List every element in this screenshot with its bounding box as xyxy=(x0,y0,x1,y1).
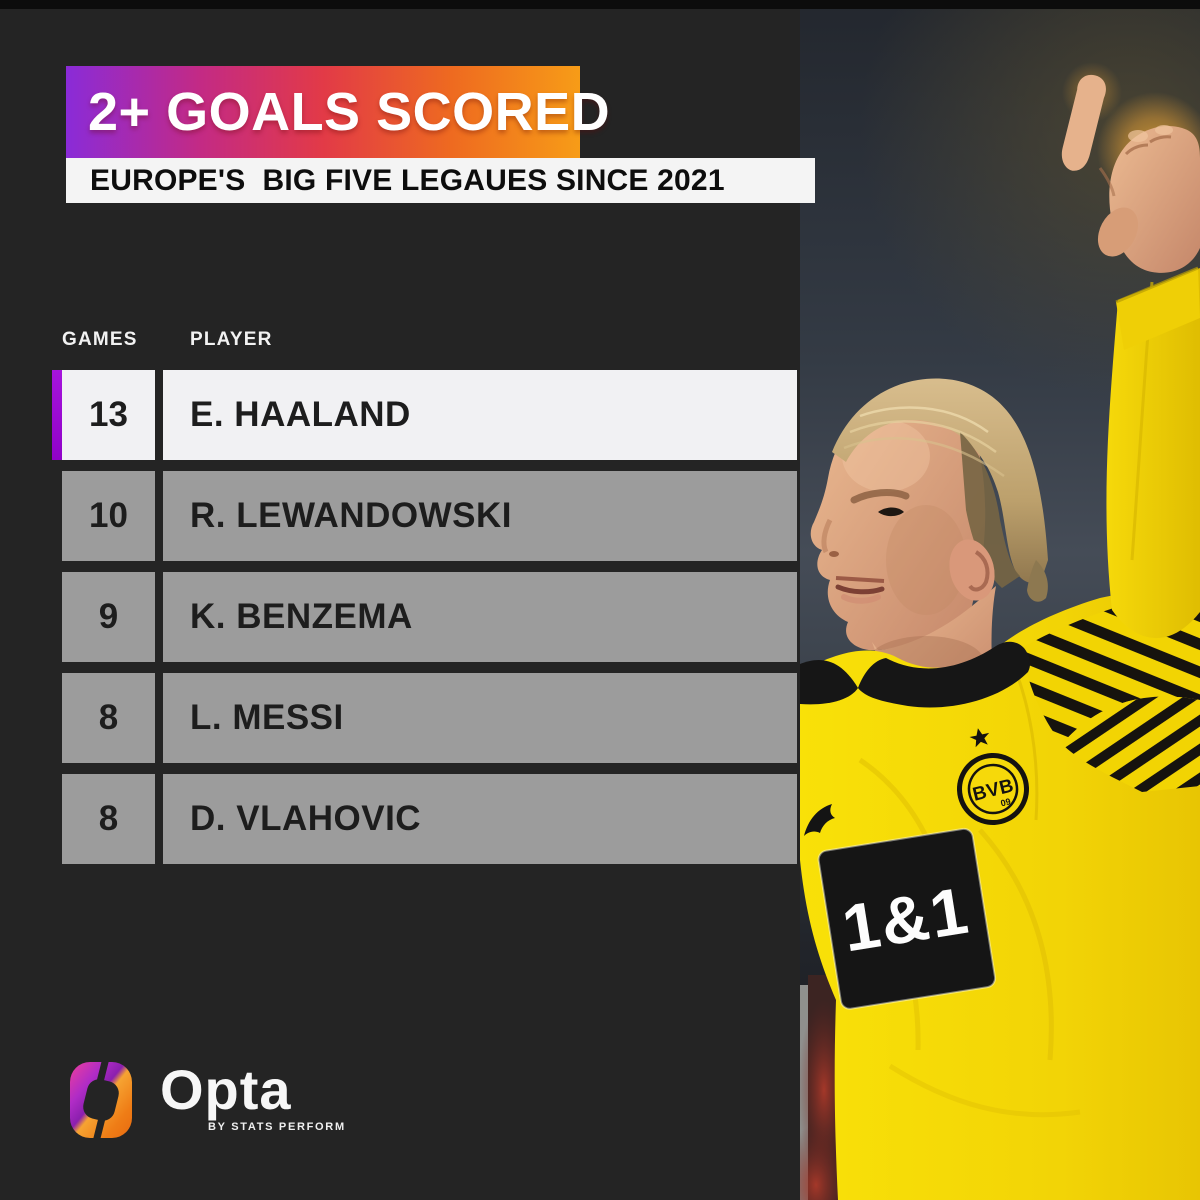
accent-spacer xyxy=(52,471,62,561)
subtitle-banner: EUROPE'S BIG FIVE LEGAUES SINCE 2021 xyxy=(66,158,815,203)
table-row-lewandowski: 10 R. LEWANDOWSKI xyxy=(52,471,797,561)
stats-table: 13 E. HAALAND 10 R. LEWANDOWSKI 9 K. BEN… xyxy=(52,370,797,875)
sponsor-patch: 1&1 xyxy=(817,827,997,1010)
accent-spacer xyxy=(52,572,62,662)
puma-logo-icon xyxy=(804,804,835,836)
collar xyxy=(800,641,1031,708)
opta-footer: Opta BY STATS PERFORM xyxy=(68,1060,346,1140)
player-name: R. LEWANDOWSKI xyxy=(163,471,797,561)
games-value: 8 xyxy=(62,673,155,763)
table-row-haaland: 13 E. HAALAND xyxy=(52,370,797,460)
striped-underarm-panel xyxy=(1062,696,1200,792)
lips xyxy=(835,576,885,583)
title-banner: 2+ GOALS SCORED xyxy=(66,66,610,158)
games-value: 8 xyxy=(62,774,155,864)
index-finger xyxy=(1061,74,1106,171)
ear xyxy=(949,539,995,601)
sleeve xyxy=(1106,268,1200,639)
pointing-hand xyxy=(1061,74,1200,273)
games-value: 10 xyxy=(62,471,155,561)
bvb-badge-icon: BVB 09 xyxy=(957,753,1029,825)
hair xyxy=(832,378,1048,583)
eye xyxy=(878,507,904,517)
games-value: 13 xyxy=(62,370,155,460)
page-title: 2+ GOALS SCORED xyxy=(88,82,611,142)
haaland-photo: BVB 09 1&1 xyxy=(782,0,1200,1200)
table-row-benzema: 9 K. BENZEMA xyxy=(52,572,797,662)
svg-text:09: 09 xyxy=(1000,796,1012,808)
haaland-photo-art: BVB 09 1&1 xyxy=(782,0,1200,1200)
nostril xyxy=(829,551,839,557)
opta-logo-icon xyxy=(70,1060,132,1140)
player-name: K. BENZEMA xyxy=(163,572,797,662)
opta-wordmark-block: Opta BY STATS PERFORM xyxy=(160,1060,346,1140)
cuff xyxy=(1116,268,1200,350)
accent-spacer xyxy=(52,774,62,864)
highlight-accent-bar xyxy=(52,370,62,460)
column-header-games: GAMES xyxy=(62,329,138,350)
table-row-vlahovic: 8 D. VLAHOVIC xyxy=(52,774,797,864)
star-icon xyxy=(969,728,990,748)
opta-brand: Opta xyxy=(160,1058,292,1121)
player-name: D. VLAHOVIC xyxy=(163,774,797,864)
top-border xyxy=(0,0,1200,9)
subtitle-text: EUROPE'S BIG FIVE LEGAUES SINCE 2021 xyxy=(90,163,725,197)
games-value: 9 xyxy=(62,572,155,662)
player-name: E. HAALAND xyxy=(163,370,797,460)
column-header-player: PLAYER xyxy=(190,329,273,350)
player-name: L. MESSI xyxy=(163,673,797,763)
table-row-messi: 8 L. MESSI xyxy=(52,673,797,763)
accent-spacer xyxy=(52,673,62,763)
opta-byline: BY STATS PERFORM xyxy=(208,1121,346,1133)
eyebrow xyxy=(850,489,910,504)
